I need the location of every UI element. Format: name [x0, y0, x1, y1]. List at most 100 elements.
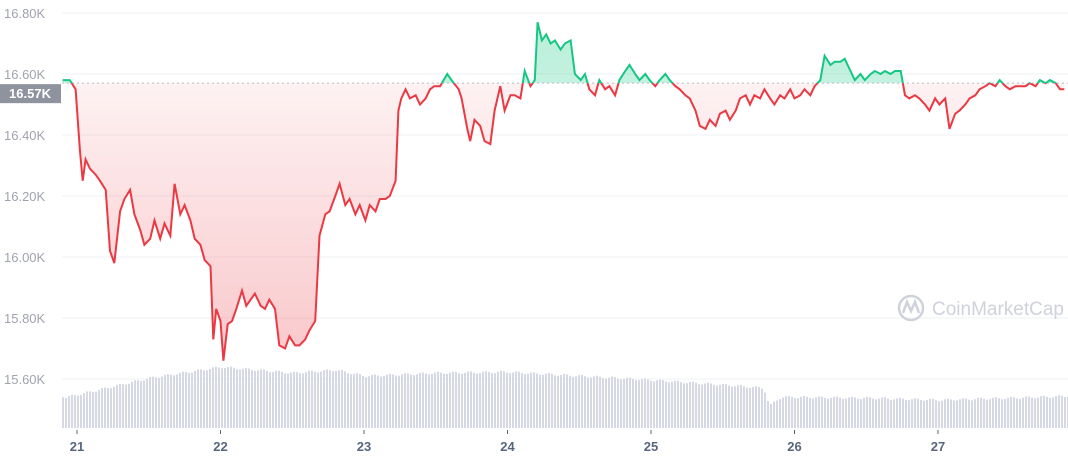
volume-bar: [374, 374, 376, 428]
volume-bar: [395, 375, 397, 428]
volume-bar: [788, 395, 790, 428]
volume-bar: [950, 399, 952, 428]
volume-bar: [707, 382, 709, 428]
volume-bar: [683, 383, 685, 428]
volume-bar: [116, 384, 118, 428]
volume-bar: [296, 372, 298, 428]
volume-bar: [356, 373, 358, 428]
volume-bar: [812, 398, 814, 428]
volume-bar: [257, 370, 259, 428]
volume-bars: [62, 366, 1068, 428]
volume-bar: [608, 377, 610, 428]
volume-bar: [572, 376, 574, 428]
volume-bar: [404, 373, 406, 428]
volume-bar: [638, 380, 640, 428]
y-tick-label: 15.60K: [4, 372, 46, 387]
volume-bar: [734, 386, 736, 428]
volume-bar: [194, 370, 196, 428]
volume-bar: [98, 389, 100, 428]
volume-bar: [806, 396, 808, 428]
volume-bar: [548, 373, 550, 428]
volume-bar: [65, 398, 67, 428]
volume-bar: [359, 374, 361, 428]
volume-bar: [902, 398, 904, 428]
volume-bar: [293, 371, 295, 428]
volume-bar: [533, 372, 535, 428]
volume-bar: [647, 379, 649, 428]
volume-bar: [317, 372, 319, 428]
volume-bar: [425, 373, 427, 428]
volume-bar: [113, 386, 115, 428]
volume-bar: [692, 381, 694, 428]
volume-bar: [731, 386, 733, 428]
volume-bar: [659, 379, 661, 428]
volume-bar: [434, 372, 436, 428]
volume-bar: [671, 381, 673, 428]
volume-bar: [668, 382, 670, 428]
volume-bar: [539, 374, 541, 428]
volume-bar: [620, 379, 622, 428]
volume-bar: [284, 373, 286, 428]
volume-bar: [680, 382, 682, 428]
volume-bar: [341, 369, 343, 428]
volume-bar: [329, 370, 331, 428]
volume-bar: [479, 373, 481, 428]
volume-bar: [854, 397, 856, 428]
volume-bar: [272, 371, 274, 428]
volume-bar: [185, 372, 187, 428]
volume-bar: [905, 400, 907, 428]
volume-bar: [392, 374, 394, 428]
volume-bar: [605, 378, 607, 428]
volume-bar: [761, 388, 763, 428]
volume-bar: [347, 373, 349, 428]
volume-bar: [863, 397, 865, 428]
volume-bar: [488, 372, 490, 428]
volume-bar: [944, 399, 946, 428]
volume-bar: [506, 372, 508, 428]
volume-bar: [278, 370, 280, 428]
volume-bar: [122, 384, 124, 428]
volume-bar: [521, 373, 523, 428]
volume-bar: [1064, 396, 1066, 428]
volume-bar: [785, 396, 787, 428]
volume-bar: [674, 380, 676, 428]
volume-bar: [1022, 397, 1024, 428]
volume-bar: [119, 383, 121, 428]
volume-bar: [1004, 399, 1006, 428]
volume-bar: [632, 378, 634, 428]
volume-bar: [230, 366, 232, 428]
volume-bar: [380, 376, 382, 428]
volume-bar: [665, 381, 667, 428]
volume-bar: [635, 380, 637, 428]
volume-bar: [398, 375, 400, 428]
volume-bar: [986, 399, 988, 428]
volume-bar: [383, 376, 385, 428]
volume-bar: [641, 378, 643, 428]
volume-bar: [797, 398, 799, 428]
volume-bar: [818, 396, 820, 428]
volume-bar: [92, 391, 94, 428]
volume-bar: [314, 371, 316, 428]
volume-bar: [980, 397, 982, 428]
x-tick-label: 22: [213, 439, 227, 454]
volume-bar: [101, 388, 103, 428]
volume-bar: [827, 398, 829, 428]
volume-bar: [299, 373, 301, 428]
volume-bar: [362, 375, 364, 428]
volume-bar: [74, 395, 76, 428]
volume-bar: [938, 401, 940, 428]
volume-bar: [239, 369, 241, 428]
volume-bar: [626, 377, 628, 428]
volume-bar: [176, 374, 178, 428]
volume-bar: [773, 401, 775, 428]
volume-bar: [536, 373, 538, 428]
volume-bar: [929, 398, 931, 428]
volume-bar: [446, 373, 448, 428]
volume-bar: [440, 372, 442, 428]
volume-bar: [644, 378, 646, 428]
volume-bar: [965, 398, 967, 428]
volume-bar: [494, 373, 496, 428]
volume-bar: [233, 367, 235, 428]
volume-bar: [800, 396, 802, 428]
